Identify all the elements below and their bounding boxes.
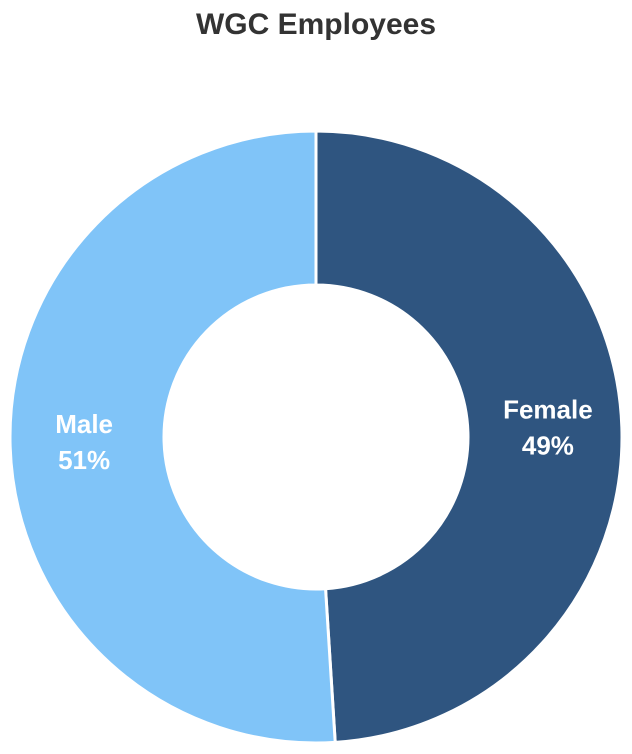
donut-slice [314, 129, 624, 744]
slice-value-label: 49% [522, 431, 574, 461]
slice-label: Male [55, 409, 113, 439]
slice-value-label: 51% [58, 445, 110, 475]
slice-label: Female [503, 395, 593, 425]
donut-slice [8, 129, 337, 745]
chart-title: WGC Employees [196, 8, 436, 41]
